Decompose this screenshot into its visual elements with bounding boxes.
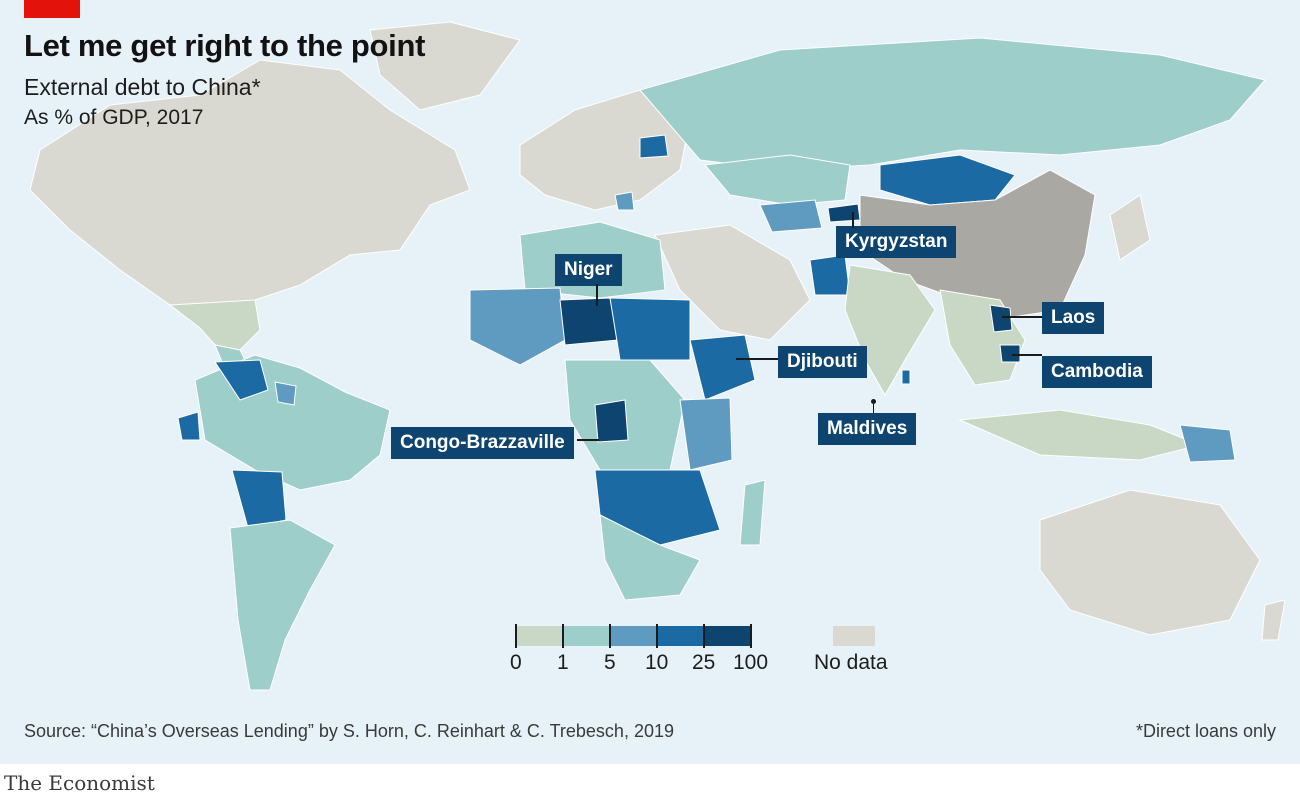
region-southern-central-africa [594,469,721,546]
footnote: *Direct loans only [1135,721,1276,741]
region-venezuela [214,359,269,401]
publication-logo: The Economist [4,771,155,795]
chart-title: Let me get right to the point [24,28,426,63]
legend-label: 100 [733,651,769,674]
callout-kyrgyzstan: Kyrgyzstan [836,226,957,258]
legend-swatch-0-1 [516,626,563,646]
region-east-africa [679,397,733,471]
region-kyrgyzstan [827,203,861,223]
region-madagascar [739,479,766,546]
region-sri-lanka [901,369,911,385]
region-middle-east [654,224,811,341]
region-kazakhstan [704,154,851,206]
legend-tick [750,624,752,648]
legend-tick [562,624,564,648]
chart-unit: As % of GDP, 2017 [24,106,204,129]
region-japan [1109,194,1151,261]
marker-maldives [871,399,876,404]
region-ethiopia-djibouti [689,334,756,401]
region-west-africa [469,287,566,366]
legend-label: 1 [557,651,569,674]
leader-niger [596,284,598,306]
legend-label: 5 [604,651,616,674]
region-mexico [168,299,261,351]
region-pakistan [809,254,851,296]
region-india [844,264,936,397]
region-new-zealand [1261,599,1286,641]
legend-swatch-1-5 [563,626,610,646]
region-congo-brazzaville [594,399,629,443]
callout-maldives: Maldives [818,413,917,445]
region-indonesia [958,409,1202,461]
region-chad-sudan [609,297,691,361]
brand-red-tag [24,0,80,18]
region-niger [559,297,619,346]
leader-djibouti [736,358,778,360]
legend-tick [703,624,705,648]
region-papua-new-guinea [1179,424,1236,463]
region-mongolia [879,154,1016,206]
chart-subtitle: External debt to China* [24,74,261,100]
legend-label: 25 [692,651,716,674]
legend-swatch-10-25 [657,626,704,646]
region-bolivia [231,469,287,529]
leader-maldives [873,402,874,413]
region-europe [519,89,691,211]
region-cambodia [999,344,1021,363]
region-south-america-south [229,519,336,691]
region-australia [1039,489,1261,636]
leader-congo-brazzaville [577,439,599,441]
leader-cambodia [1012,354,1042,356]
legend-tick [609,624,611,648]
legend-no-data-label: No data [814,651,888,674]
region-balkans [614,191,635,211]
leader-kyrgyzstan [852,212,854,228]
leader-laos [1002,316,1042,318]
map-panel: Let me get right to the point External d… [0,0,1300,764]
region-southern-africa [599,514,701,601]
legend-swatch-no-data [833,626,875,646]
region-ecuador [177,411,201,441]
legend-label: 0 [510,651,522,674]
region-russia [639,37,1266,171]
legend-swatch-5-10 [610,626,657,646]
region-north-america [29,59,471,321]
source-note: Source: “China’s Overseas Lending” by S.… [24,721,674,741]
callout-cambodia: Cambodia [1042,356,1152,388]
callout-laos: Laos [1042,302,1105,334]
region-belarus [639,134,669,159]
region-laos [989,304,1013,333]
legend-swatch-25-100 [704,626,751,646]
callout-djibouti: Djibouti [778,346,867,378]
callout-niger: Niger [555,254,622,286]
callout-congo-brazzaville: Congo-Brazzaville [391,427,574,459]
world-map [29,21,1286,691]
region-central-asia [759,199,823,233]
legend-tick [656,624,658,648]
region-greenland [369,21,521,111]
legend-label: 10 [645,651,669,674]
legend-tick [515,624,517,648]
region-guyana [274,381,297,406]
